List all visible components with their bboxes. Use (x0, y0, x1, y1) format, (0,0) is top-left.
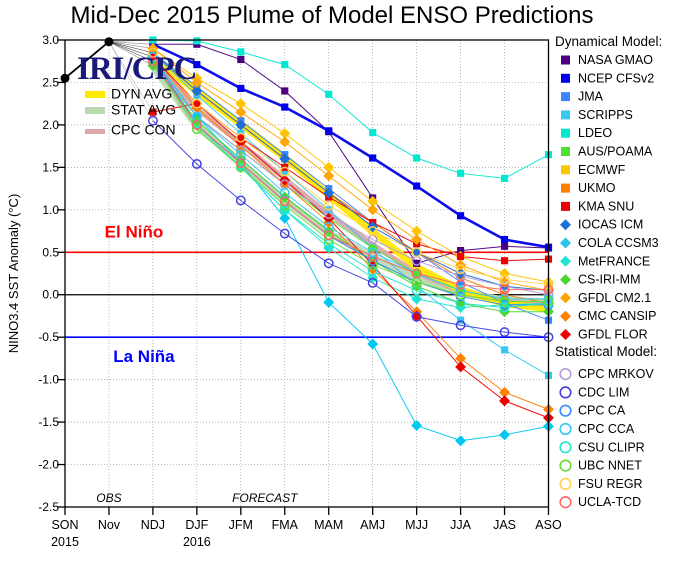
svg-text:1.5: 1.5 (42, 160, 59, 174)
svg-text:2.5: 2.5 (42, 75, 59, 89)
svg-text:OBS: OBS (96, 491, 121, 505)
svg-text:JFM: JFM (229, 518, 253, 532)
svg-text:2016: 2016 (183, 535, 211, 549)
svg-text:CPC CA: CPC CA (578, 404, 626, 418)
svg-text:Dynamical Model:: Dynamical Model: (555, 34, 662, 49)
svg-text:-1.0: -1.0 (38, 373, 59, 387)
svg-text:0.0: 0.0 (42, 288, 59, 302)
svg-text:NINO3.4 SST Anomaly (°C): NINO3.4 SST Anomaly (°C) (6, 194, 21, 354)
svg-text:CPC MRKOV: CPC MRKOV (578, 367, 654, 381)
svg-text:FORECAST: FORECAST (232, 491, 299, 505)
svg-text:2.0: 2.0 (42, 118, 59, 132)
svg-text:3.0: 3.0 (42, 33, 59, 47)
svg-text:El Niño: El Niño (105, 222, 164, 241)
svg-text:ASO: ASO (535, 518, 562, 532)
svg-text:FSU REGR: FSU REGR (578, 477, 643, 491)
svg-text:AUS/POAMA: AUS/POAMA (578, 145, 653, 159)
svg-text:IRI/CPC: IRI/CPC (77, 51, 197, 87)
svg-text:-1.5: -1.5 (38, 415, 59, 429)
svg-text:NASA GMAO: NASA GMAO (578, 53, 653, 67)
svg-text:CPC CCA: CPC CCA (578, 422, 635, 436)
svg-text:JAS: JAS (493, 518, 516, 532)
svg-text:2015: 2015 (51, 535, 79, 549)
svg-text:-2.5: -2.5 (38, 500, 59, 514)
svg-text:STAT AVG: STAT AVG (111, 102, 176, 118)
svg-text:La Niña: La Niña (113, 347, 175, 366)
svg-text:GFDL CM2.1: GFDL CM2.1 (578, 291, 651, 305)
svg-text:Statistical Model:: Statistical Model: (555, 344, 657, 359)
svg-text:SON: SON (51, 518, 78, 532)
svg-text:MetFRANCE: MetFRANCE (578, 254, 650, 268)
svg-text:SCRIPPS: SCRIPPS (578, 108, 633, 122)
svg-text:CS-IRI-MM: CS-IRI-MM (578, 273, 641, 287)
svg-text:GFDL FLOR: GFDL FLOR (578, 328, 648, 342)
svg-text:KMA SNU: KMA SNU (578, 199, 634, 213)
svg-text:NDJ: NDJ (141, 518, 165, 532)
svg-text:-2.0: -2.0 (38, 458, 59, 472)
svg-text:Mid-Dec 2015 Plume of Model EN: Mid-Dec 2015 Plume of Model ENSO Predict… (71, 2, 594, 29)
svg-text:COLA CCSM3: COLA CCSM3 (578, 236, 659, 250)
svg-text:FMA: FMA (272, 518, 299, 532)
svg-text:MJJ: MJJ (405, 518, 428, 532)
svg-text:-0.5: -0.5 (38, 330, 59, 344)
svg-text:UCLA-TCD: UCLA-TCD (578, 495, 641, 509)
svg-text:1.0: 1.0 (42, 203, 59, 217)
svg-text:JJA: JJA (450, 518, 472, 532)
svg-text:0.5: 0.5 (42, 245, 59, 259)
svg-text:UKMO: UKMO (578, 181, 616, 195)
svg-text:CPC CON: CPC CON (111, 122, 176, 138)
svg-text:AMJ: AMJ (360, 518, 385, 532)
svg-text:CMC CANSIP: CMC CANSIP (578, 309, 656, 323)
svg-text:MAM: MAM (314, 518, 343, 532)
svg-text:LDEO: LDEO (578, 126, 612, 140)
svg-text:CSU CLIPR: CSU CLIPR (578, 440, 645, 454)
svg-text:JMA: JMA (578, 90, 604, 104)
svg-text:DJF: DJF (185, 518, 208, 532)
svg-text:DYN AVG: DYN AVG (111, 86, 172, 102)
svg-text:CDC LIM: CDC LIM (578, 385, 629, 399)
svg-text:Nov: Nov (98, 518, 121, 532)
svg-text:ECMWF: ECMWF (578, 163, 626, 177)
svg-text:NCEP CFSv2: NCEP CFSv2 (578, 71, 654, 85)
svg-text:IOCAS ICM: IOCAS ICM (578, 218, 643, 232)
svg-text:UBC NNET: UBC NNET (578, 459, 642, 473)
